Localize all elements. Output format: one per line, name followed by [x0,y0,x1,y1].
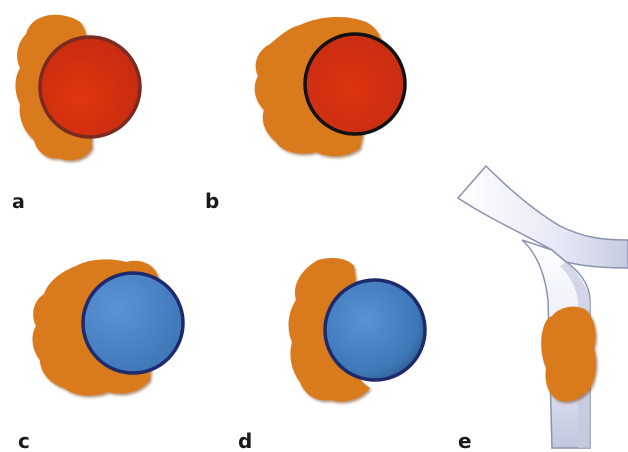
tissue-mass-on-vessel [541,306,597,402]
panel-label-e: e [458,429,472,452]
blue-disc [81,271,185,375]
panel-b: b [205,16,407,213]
panel-label-d: d [238,429,252,452]
red-disc [303,32,407,136]
panel-d: d [238,258,427,452]
panel-c: c [18,259,185,452]
blue-disc [323,278,427,382]
panel-label-c: c [18,429,30,452]
panel-label-b: b [205,189,219,213]
vessel-branch-upper [456,164,628,269]
panel-a: a [12,14,142,213]
panel-e: e [456,164,628,452]
panel-label-a: a [12,191,25,213]
red-disc [38,35,142,139]
